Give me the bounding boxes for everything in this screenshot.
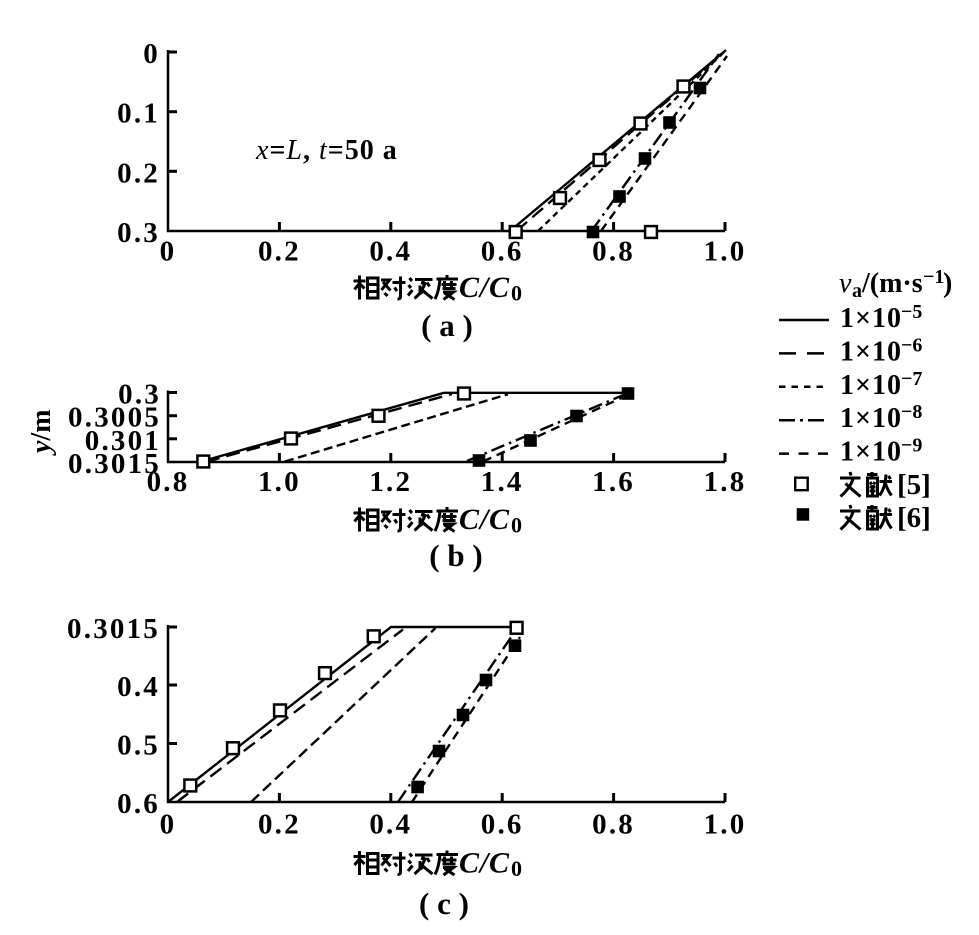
svg-text:−5: −5 bbox=[901, 301, 922, 323]
svg-text:0.4: 0.4 bbox=[117, 671, 160, 703]
svg-text:0: 0 bbox=[511, 513, 522, 538]
svg-text:0.8: 0.8 bbox=[147, 466, 190, 498]
svg-text:0: 0 bbox=[511, 281, 522, 306]
svg-text:0.6: 0.6 bbox=[481, 235, 524, 267]
svg-text:y/m: y/m bbox=[26, 409, 57, 456]
svg-text:( c ): ( c ) bbox=[419, 886, 469, 921]
svg-text:−6: −6 bbox=[901, 334, 922, 356]
svg-text:0.3015: 0.3015 bbox=[68, 448, 161, 480]
svg-text:0.301: 0.301 bbox=[85, 425, 161, 457]
svg-text:[5]: [5] bbox=[897, 469, 931, 501]
svg-text:0.4: 0.4 bbox=[369, 809, 412, 841]
svg-text:0.8: 0.8 bbox=[592, 809, 635, 841]
svg-text:a: a bbox=[852, 280, 862, 302]
svg-text:0.2: 0.2 bbox=[258, 235, 301, 267]
svg-text:( b ): ( b ) bbox=[429, 538, 482, 573]
svg-text:0.3: 0.3 bbox=[118, 379, 161, 411]
svg-text:1×10: 1×10 bbox=[840, 370, 902, 401]
svg-text:0.6: 0.6 bbox=[117, 788, 160, 820]
svg-text:( a ): ( a ) bbox=[421, 308, 473, 343]
svg-text:1×10: 1×10 bbox=[840, 403, 902, 434]
svg-text:1×10: 1×10 bbox=[840, 437, 902, 468]
svg-text:1.6: 1.6 bbox=[592, 466, 635, 498]
svg-text:1.0: 1.0 bbox=[704, 235, 747, 267]
svg-text:−9: −9 bbox=[901, 435, 922, 457]
svg-text:1×10: 1×10 bbox=[840, 303, 902, 334]
svg-text:−8: −8 bbox=[901, 401, 922, 423]
svg-text:0: 0 bbox=[511, 856, 522, 881]
svg-text:1×10: 1×10 bbox=[840, 336, 902, 367]
svg-text:1.0: 1.0 bbox=[704, 809, 747, 841]
svg-text:−1: −1 bbox=[923, 266, 944, 288]
svg-text:x=L, t=50 a: x=L, t=50 a bbox=[255, 135, 398, 166]
svg-text:0: 0 bbox=[143, 38, 160, 70]
svg-text:0.2: 0.2 bbox=[258, 809, 301, 841]
svg-text:−7: −7 bbox=[901, 368, 922, 390]
svg-text:/(m·s: /(m·s bbox=[861, 268, 923, 299]
svg-text:): ) bbox=[943, 268, 952, 299]
svg-text:0.3005: 0.3005 bbox=[68, 402, 161, 434]
svg-text:0: 0 bbox=[160, 809, 177, 841]
svg-text:0.3015: 0.3015 bbox=[67, 613, 160, 645]
svg-text:1.0: 1.0 bbox=[258, 466, 301, 498]
svg-text:0.6: 0.6 bbox=[481, 809, 524, 841]
svg-text:1.4: 1.4 bbox=[481, 466, 524, 498]
svg-text:0.1: 0.1 bbox=[117, 98, 160, 130]
svg-text:C/C: C/C bbox=[459, 271, 510, 304]
svg-text:0.3: 0.3 bbox=[117, 217, 160, 249]
svg-text:0.2: 0.2 bbox=[117, 157, 160, 189]
svg-text:C/C: C/C bbox=[459, 847, 510, 880]
svg-text:0: 0 bbox=[160, 235, 177, 267]
svg-text:[6]: [6] bbox=[897, 502, 931, 534]
svg-text:0.8: 0.8 bbox=[592, 235, 635, 267]
svg-text:0.4: 0.4 bbox=[369, 235, 412, 267]
svg-text:v: v bbox=[839, 268, 852, 299]
svg-text:1.2: 1.2 bbox=[369, 466, 412, 498]
svg-text:0.5: 0.5 bbox=[117, 730, 160, 762]
svg-text:C/C: C/C bbox=[459, 503, 510, 536]
svg-text:1.8: 1.8 bbox=[704, 466, 747, 498]
